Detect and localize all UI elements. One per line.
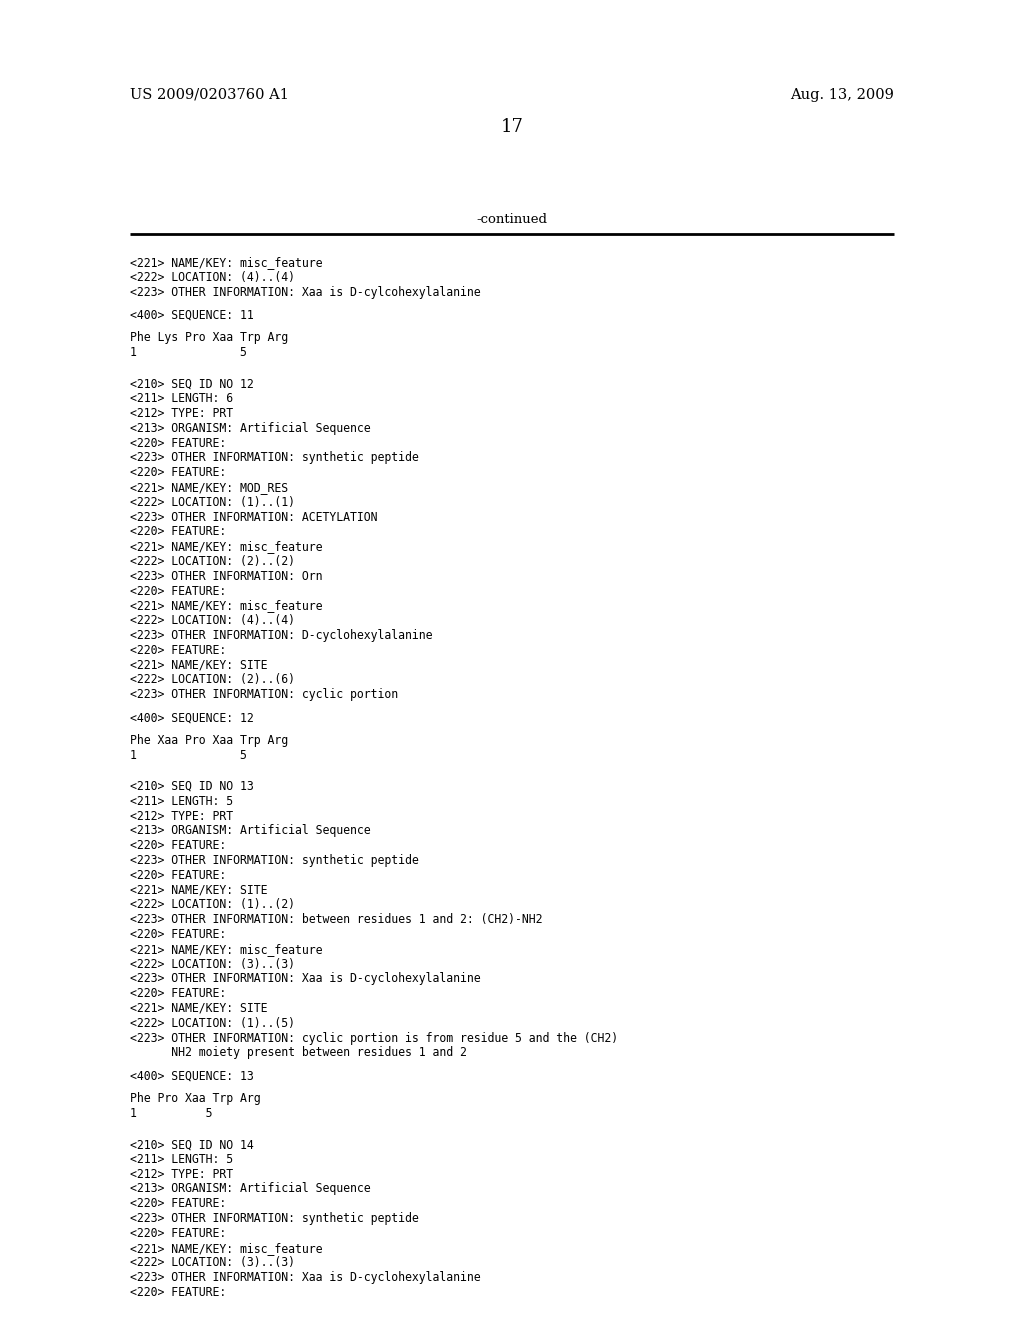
Text: <210> SEQ ID NO 12: <210> SEQ ID NO 12: [130, 378, 254, 391]
Text: <220> FEATURE:: <220> FEATURE:: [130, 928, 226, 941]
Text: 1               5: 1 5: [130, 346, 247, 359]
Text: <211> LENGTH: 6: <211> LENGTH: 6: [130, 392, 233, 405]
Text: <222> LOCATION: (1)..(1): <222> LOCATION: (1)..(1): [130, 496, 295, 508]
Text: 1               5: 1 5: [130, 748, 247, 762]
Text: <222> LOCATION: (1)..(5): <222> LOCATION: (1)..(5): [130, 1016, 295, 1030]
Text: <213> ORGANISM: Artificial Sequence: <213> ORGANISM: Artificial Sequence: [130, 824, 371, 837]
Text: <213> ORGANISM: Artificial Sequence: <213> ORGANISM: Artificial Sequence: [130, 1183, 371, 1196]
Text: <220> FEATURE:: <220> FEATURE:: [130, 437, 226, 450]
Text: <220> FEATURE:: <220> FEATURE:: [130, 585, 226, 598]
Text: <220> FEATURE:: <220> FEATURE:: [130, 1286, 226, 1299]
Text: <220> FEATURE:: <220> FEATURE:: [130, 987, 226, 1001]
Text: <211> LENGTH: 5: <211> LENGTH: 5: [130, 1152, 233, 1166]
Text: <221> NAME/KEY: SITE: <221> NAME/KEY: SITE: [130, 883, 267, 896]
Text: 1          5: 1 5: [130, 1107, 213, 1119]
Text: <210> SEQ ID NO 13: <210> SEQ ID NO 13: [130, 780, 254, 793]
Text: <223> OTHER INFORMATION: synthetic peptide: <223> OTHER INFORMATION: synthetic pepti…: [130, 451, 419, 465]
Text: <222> LOCATION: (2)..(6): <222> LOCATION: (2)..(6): [130, 673, 295, 686]
Text: <223> OTHER INFORMATION: Xaa is D-cylcohexylalanine: <223> OTHER INFORMATION: Xaa is D-cylcoh…: [130, 285, 480, 298]
Text: <220> FEATURE:: <220> FEATURE:: [130, 525, 226, 539]
Text: US 2009/0203760 A1: US 2009/0203760 A1: [130, 88, 289, 102]
Text: <223> OTHER INFORMATION: between residues 1 and 2: (CH2)-NH2: <223> OTHER INFORMATION: between residue…: [130, 913, 543, 927]
Text: Phe Xaa Pro Xaa Trp Arg: Phe Xaa Pro Xaa Trp Arg: [130, 734, 288, 747]
Text: <222> LOCATION: (3)..(3): <222> LOCATION: (3)..(3): [130, 957, 295, 970]
Text: <221> NAME/KEY: misc_feature: <221> NAME/KEY: misc_feature: [130, 599, 323, 612]
Text: <223> OTHER INFORMATION: Xaa is D-cyclohexylalanine: <223> OTHER INFORMATION: Xaa is D-cycloh…: [130, 973, 480, 985]
Text: <222> LOCATION: (4)..(4): <222> LOCATION: (4)..(4): [130, 271, 295, 284]
Text: <223> OTHER INFORMATION: D-cyclohexylalanine: <223> OTHER INFORMATION: D-cyclohexylala…: [130, 628, 432, 642]
Text: <212> TYPE: PRT: <212> TYPE: PRT: [130, 809, 233, 822]
Text: <222> LOCATION: (3)..(3): <222> LOCATION: (3)..(3): [130, 1257, 295, 1270]
Text: <222> LOCATION: (4)..(4): <222> LOCATION: (4)..(4): [130, 614, 295, 627]
Text: <223> OTHER INFORMATION: cyclic portion: <223> OTHER INFORMATION: cyclic portion: [130, 688, 398, 701]
Text: <223> OTHER INFORMATION: Xaa is D-cyclohexylalanine: <223> OTHER INFORMATION: Xaa is D-cycloh…: [130, 1271, 480, 1284]
Text: <400> SEQUENCE: 13: <400> SEQUENCE: 13: [130, 1069, 254, 1082]
Text: <221> NAME/KEY: MOD_RES: <221> NAME/KEY: MOD_RES: [130, 480, 288, 494]
Text: <210> SEQ ID NO 14: <210> SEQ ID NO 14: [130, 1138, 254, 1151]
Text: <212> TYPE: PRT: <212> TYPE: PRT: [130, 1168, 233, 1180]
Text: <220> FEATURE:: <220> FEATURE:: [130, 466, 226, 479]
Text: <223> OTHER INFORMATION: Orn: <223> OTHER INFORMATION: Orn: [130, 570, 323, 582]
Text: <400> SEQUENCE: 12: <400> SEQUENCE: 12: [130, 711, 254, 725]
Text: <400> SEQUENCE: 11: <400> SEQUENCE: 11: [130, 309, 254, 322]
Text: <221> NAME/KEY: misc_feature: <221> NAME/KEY: misc_feature: [130, 942, 323, 956]
Text: <220> FEATURE:: <220> FEATURE:: [130, 1197, 226, 1210]
Text: <223> OTHER INFORMATION: ACETYLATION: <223> OTHER INFORMATION: ACETYLATION: [130, 511, 378, 524]
Text: <220> FEATURE:: <220> FEATURE:: [130, 869, 226, 882]
Text: <223> OTHER INFORMATION: synthetic peptide: <223> OTHER INFORMATION: synthetic pepti…: [130, 1212, 419, 1225]
Text: <221> NAME/KEY: misc_feature: <221> NAME/KEY: misc_feature: [130, 1242, 323, 1255]
Text: 17: 17: [501, 117, 523, 136]
Text: <211> LENGTH: 5: <211> LENGTH: 5: [130, 795, 233, 808]
Text: <220> FEATURE:: <220> FEATURE:: [130, 840, 226, 853]
Text: Phe Pro Xaa Trp Arg: Phe Pro Xaa Trp Arg: [130, 1092, 261, 1105]
Text: <223> OTHER INFORMATION: cyclic portion is from residue 5 and the (CH2): <223> OTHER INFORMATION: cyclic portion …: [130, 1031, 618, 1044]
Text: <221> NAME/KEY: SITE: <221> NAME/KEY: SITE: [130, 659, 267, 672]
Text: <221> NAME/KEY: SITE: <221> NAME/KEY: SITE: [130, 1002, 267, 1015]
Text: NH2 moiety present between residues 1 and 2: NH2 moiety present between residues 1 an…: [130, 1047, 467, 1060]
Text: <212> TYPE: PRT: <212> TYPE: PRT: [130, 407, 233, 420]
Text: <220> FEATURE:: <220> FEATURE:: [130, 1226, 226, 1239]
Text: <213> ORGANISM: Artificial Sequence: <213> ORGANISM: Artificial Sequence: [130, 422, 371, 434]
Text: -continued: -continued: [476, 213, 548, 226]
Text: <222> LOCATION: (2)..(2): <222> LOCATION: (2)..(2): [130, 554, 295, 568]
Text: <220> FEATURE:: <220> FEATURE:: [130, 644, 226, 657]
Text: <221> NAME/KEY: misc_feature: <221> NAME/KEY: misc_feature: [130, 540, 323, 553]
Text: <223> OTHER INFORMATION: synthetic peptide: <223> OTHER INFORMATION: synthetic pepti…: [130, 854, 419, 867]
Text: <222> LOCATION: (1)..(2): <222> LOCATION: (1)..(2): [130, 899, 295, 911]
Text: Phe Lys Pro Xaa Trp Arg: Phe Lys Pro Xaa Trp Arg: [130, 331, 288, 345]
Text: Aug. 13, 2009: Aug. 13, 2009: [791, 88, 894, 102]
Text: <221> NAME/KEY: misc_feature: <221> NAME/KEY: misc_feature: [130, 256, 323, 269]
